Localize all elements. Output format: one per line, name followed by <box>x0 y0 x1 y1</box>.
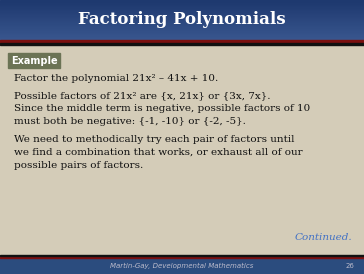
Text: must both be negative: {-1, -10} or {-2, -5}.: must both be negative: {-1, -10} or {-2,… <box>14 117 246 126</box>
Bar <box>0 22 364 24</box>
Bar <box>0 256 364 258</box>
Text: Factoring Polynomials: Factoring Polynomials <box>78 12 286 28</box>
Bar <box>0 25 364 27</box>
Bar <box>0 12 364 13</box>
Bar <box>0 40 364 43</box>
Bar <box>0 255 364 256</box>
Bar <box>0 38 364 40</box>
Bar <box>0 30 364 32</box>
Bar <box>0 21 364 23</box>
Bar <box>0 5 364 7</box>
Text: Continued.: Continued. <box>294 233 352 242</box>
Bar <box>0 0 364 1</box>
Bar <box>0 14 364 16</box>
Bar <box>0 7 364 9</box>
Bar <box>0 24 364 25</box>
Bar <box>0 19 364 21</box>
Bar <box>0 29 364 31</box>
Bar <box>8 53 60 68</box>
Text: possible pairs of factors.: possible pairs of factors. <box>14 161 143 170</box>
Bar <box>0 18 364 20</box>
Bar <box>0 13 364 15</box>
Text: Factor the polynomial 21x² – 41x + 10.: Factor the polynomial 21x² – 41x + 10. <box>14 74 218 83</box>
Bar <box>0 27 364 29</box>
Bar <box>0 258 364 274</box>
Bar <box>0 34 364 36</box>
Text: 26: 26 <box>345 263 354 269</box>
Bar <box>0 9 364 11</box>
Bar <box>0 36 364 37</box>
Bar <box>0 10 364 12</box>
Text: we find a combination that works, or exhaust all of our: we find a combination that works, or exh… <box>14 148 302 157</box>
Bar <box>0 17 364 19</box>
Text: Example: Example <box>11 56 57 65</box>
Text: Since the middle term is negative, possible factors of 10: Since the middle term is negative, possi… <box>14 104 310 113</box>
Bar <box>0 6 364 8</box>
Text: Possible factors of 21x² are {x, 21x} or {3x, 7x}.: Possible factors of 21x² are {x, 21x} or… <box>14 91 270 100</box>
Text: We need to methodically try each pair of factors until: We need to methodically try each pair of… <box>14 135 294 144</box>
Bar <box>0 16 364 17</box>
Bar <box>0 33 364 35</box>
Bar <box>0 32 364 33</box>
Bar <box>0 4 364 5</box>
Bar <box>0 37 364 39</box>
Text: Martin-Gay, Developmental Mathematics: Martin-Gay, Developmental Mathematics <box>110 263 254 269</box>
Bar <box>0 43 364 45</box>
Bar <box>0 1 364 3</box>
Bar <box>0 26 364 28</box>
Bar <box>0 2 364 4</box>
